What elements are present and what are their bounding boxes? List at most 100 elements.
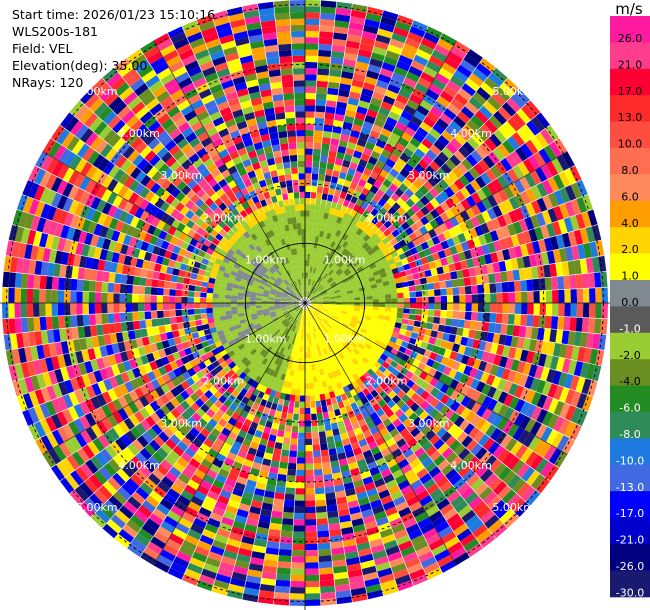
ppi-gate bbox=[510, 359, 520, 372]
ppi-gate bbox=[314, 363, 320, 370]
ppi-gate bbox=[307, 308, 310, 315]
ppi-gate bbox=[470, 443, 483, 457]
ppi-gate bbox=[315, 294, 322, 298]
ppi-gate bbox=[448, 263, 457, 273]
ppi-gate bbox=[474, 482, 489, 496]
ppi-gate bbox=[357, 100, 370, 109]
ppi-gate bbox=[508, 182, 520, 197]
ppi-gate bbox=[279, 542, 293, 550]
ppi-gate bbox=[504, 357, 514, 370]
ppi-gate bbox=[321, 272, 327, 279]
ppi-gate bbox=[318, 256, 323, 263]
ppi-gate bbox=[390, 288, 398, 294]
ppi-gate bbox=[327, 516, 340, 525]
ppi-gate bbox=[347, 215, 355, 223]
ppi-gate bbox=[387, 224, 397, 233]
ppi-gate bbox=[305, 599, 321, 606]
ppi-gate bbox=[224, 298, 231, 303]
ppi-gate bbox=[489, 364, 499, 377]
ppi-gate bbox=[367, 461, 378, 471]
ppi-gate bbox=[275, 486, 286, 494]
ppi-gate bbox=[366, 303, 373, 307]
ppi-gate bbox=[339, 326, 347, 332]
ppi-gate bbox=[420, 390, 430, 401]
ppi-gate bbox=[382, 178, 393, 188]
ppi-gate bbox=[313, 142, 322, 150]
ppi-gate bbox=[408, 93, 423, 105]
ppi-gate bbox=[533, 290, 540, 303]
ppi-gate bbox=[389, 262, 398, 270]
ppi-gate bbox=[356, 106, 368, 115]
ppi-gate bbox=[138, 285, 146, 295]
ppi-gate bbox=[449, 137, 463, 150]
ppi-gate bbox=[524, 375, 535, 390]
ppi-gate bbox=[530, 391, 542, 407]
ppi-gate bbox=[463, 538, 480, 552]
ppi-gate bbox=[376, 422, 386, 432]
ppi-gate bbox=[317, 303, 324, 305]
ppi-gate bbox=[315, 293, 322, 298]
ppi-gate bbox=[355, 413, 364, 422]
ppi-gate bbox=[363, 218, 372, 227]
ppi-gate bbox=[323, 304, 330, 307]
ppi-gate bbox=[341, 226, 349, 234]
ppi-gate bbox=[364, 520, 378, 530]
ppi-gate bbox=[313, 281, 318, 288]
ppi-gate bbox=[359, 375, 368, 383]
ppi-gate bbox=[459, 221, 469, 233]
ppi-gate bbox=[411, 574, 429, 586]
ppi-gate bbox=[393, 272, 401, 279]
ppi-gate bbox=[320, 279, 326, 285]
ppi-gate bbox=[422, 262, 431, 271]
ppi-gate bbox=[413, 320, 421, 328]
ppi-gate bbox=[535, 167, 548, 183]
ppi-gate bbox=[355, 235, 363, 244]
ppi-gate bbox=[439, 33, 457, 46]
ppi-gate bbox=[352, 260, 360, 267]
ppi-gate bbox=[558, 418, 571, 435]
ppi-gate bbox=[416, 174, 428, 185]
ppi-gate bbox=[480, 371, 490, 384]
ppi-gate bbox=[360, 305, 367, 310]
ppi-gate bbox=[395, 173, 407, 183]
ppi-gate bbox=[482, 437, 496, 451]
ppi-gate bbox=[338, 272, 345, 278]
ppi-gate bbox=[385, 437, 396, 448]
ppi-gate bbox=[393, 66, 409, 78]
ppi-gate bbox=[305, 198, 311, 205]
ppi-gate bbox=[492, 401, 504, 415]
ppi-gate bbox=[553, 385, 564, 401]
ppi-gate bbox=[445, 279, 453, 289]
ppi-gate bbox=[496, 417, 509, 431]
ppi-gate bbox=[373, 85, 387, 96]
ppi-gate bbox=[300, 383, 305, 390]
ppi-gate bbox=[429, 397, 440, 408]
ppi-gate bbox=[492, 204, 503, 218]
ppi-gate bbox=[563, 168, 577, 185]
ppi-gate bbox=[369, 185, 379, 195]
ppi-gate bbox=[497, 404, 509, 418]
ppi-gate bbox=[415, 219, 425, 229]
ppi-gate bbox=[331, 284, 338, 289]
ppi-gate bbox=[359, 223, 368, 231]
ppi-gate bbox=[530, 185, 543, 200]
ppi-gate bbox=[370, 150, 381, 160]
ppi-gate bbox=[379, 298, 386, 303]
ppi-gate bbox=[381, 533, 396, 545]
ppi-gate bbox=[308, 272, 312, 279]
ppi-gate bbox=[400, 110, 414, 121]
ppi-gate bbox=[318, 43, 333, 51]
ppi-gate bbox=[533, 303, 540, 316]
ppi-gate bbox=[368, 493, 381, 503]
ppi-gate bbox=[450, 194, 461, 206]
ppi-gate bbox=[492, 147, 506, 162]
ppi-gate bbox=[512, 221, 523, 235]
ppi-gate bbox=[460, 198, 471, 211]
ppi-gate bbox=[397, 137, 410, 148]
ppi-gate bbox=[553, 138, 568, 155]
ppi-gate bbox=[460, 407, 471, 420]
ppi-gate bbox=[350, 441, 361, 450]
ppi-gate bbox=[277, 467, 288, 476]
ppi-gate bbox=[322, 308, 329, 312]
ppi-gate bbox=[359, 502, 372, 512]
